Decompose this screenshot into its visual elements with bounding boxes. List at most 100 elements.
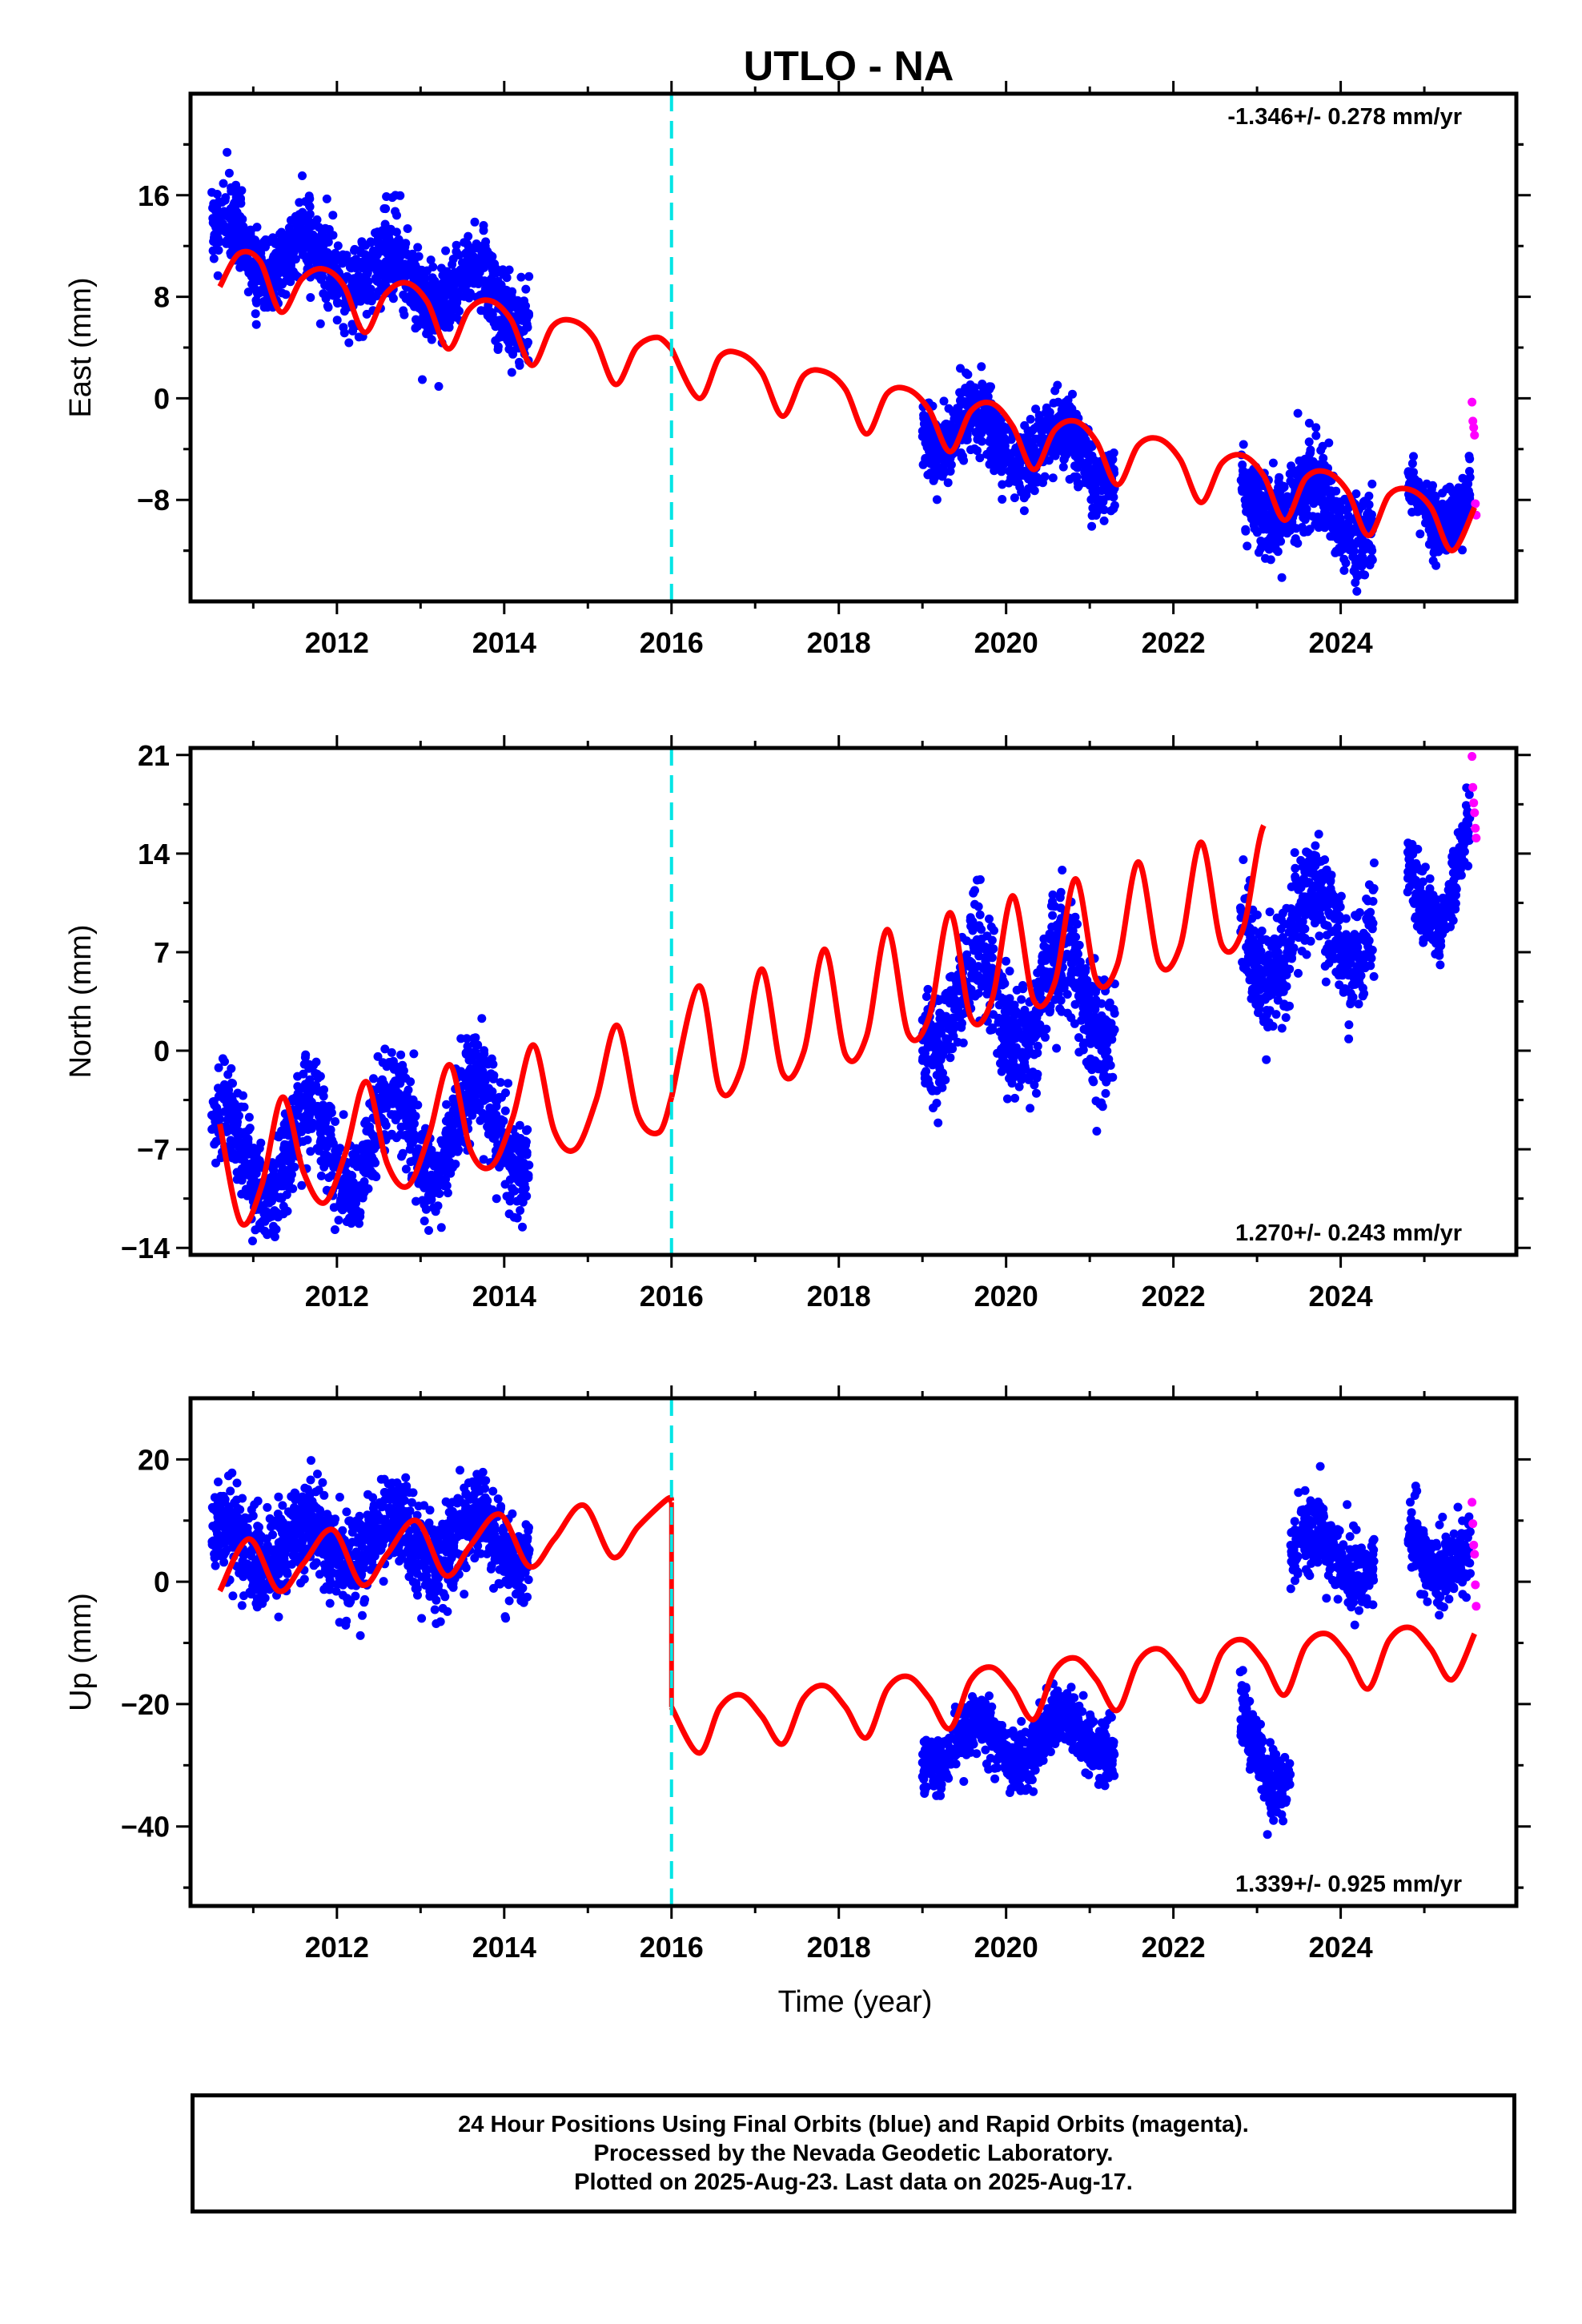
final-orbit-point bbox=[414, 1179, 424, 1188]
final-orbit-point bbox=[437, 1151, 447, 1160]
final-orbit-point bbox=[401, 1073, 411, 1083]
final-orbit-point bbox=[322, 194, 331, 203]
final-orbit-point bbox=[1359, 497, 1368, 507]
final-orbit-point bbox=[403, 224, 412, 233]
final-orbit-point bbox=[361, 259, 371, 268]
final-orbit-point bbox=[404, 1085, 413, 1095]
final-orbit-point bbox=[397, 1152, 406, 1161]
final-orbit-point bbox=[1105, 998, 1114, 1007]
final-orbit-point bbox=[305, 255, 315, 264]
final-orbit-point bbox=[296, 1100, 306, 1110]
final-orbit-point bbox=[1266, 555, 1275, 565]
rapid-orbit-point bbox=[1468, 397, 1477, 407]
final-orbit-point bbox=[251, 1159, 260, 1168]
final-orbit-point bbox=[433, 1201, 443, 1211]
final-orbit-point bbox=[441, 1175, 451, 1184]
final-orbit-point bbox=[1339, 554, 1349, 564]
final-orbit-point bbox=[405, 1144, 415, 1154]
final-orbit-point bbox=[319, 1112, 328, 1122]
final-orbit-point bbox=[977, 925, 986, 935]
final-orbit-point bbox=[1109, 448, 1118, 457]
final-orbit-point bbox=[516, 1134, 525, 1143]
final-orbit-point bbox=[968, 926, 978, 935]
final-orbit-point bbox=[942, 1011, 951, 1021]
final-orbit-point bbox=[970, 384, 979, 393]
final-orbit-point bbox=[997, 465, 1006, 475]
final-orbit-point bbox=[381, 247, 391, 256]
final-orbit-point bbox=[409, 1049, 419, 1059]
final-orbit-point bbox=[1097, 1011, 1106, 1020]
final-orbit-point bbox=[1099, 471, 1109, 480]
final-orbit-point bbox=[215, 1108, 223, 1117]
final-orbit-point bbox=[1320, 523, 1330, 533]
final-orbit-point bbox=[1407, 474, 1417, 483]
final-orbit-point bbox=[998, 451, 1007, 460]
final-orbit-point bbox=[251, 309, 260, 319]
final-orbit-point bbox=[329, 1203, 339, 1212]
final-orbit-point bbox=[473, 1105, 483, 1115]
final-orbit-point bbox=[424, 1226, 433, 1235]
final-orbit-point bbox=[500, 1106, 510, 1116]
final-orbit-point bbox=[1005, 1074, 1014, 1084]
final-orbit-point bbox=[985, 460, 994, 469]
final-orbit-point bbox=[1045, 1007, 1054, 1017]
final-orbit-point bbox=[1342, 505, 1351, 515]
final-orbit-point bbox=[355, 1181, 365, 1190]
final-orbit-point bbox=[493, 320, 503, 329]
final-orbit-point bbox=[355, 1208, 365, 1217]
final-orbit-point bbox=[326, 1131, 335, 1140]
final-orbit-point bbox=[298, 171, 307, 180]
final-orbit-point bbox=[943, 456, 953, 465]
final-orbit-point bbox=[322, 250, 331, 259]
final-orbit-point bbox=[366, 238, 375, 247]
final-orbit-point bbox=[1067, 404, 1077, 413]
final-orbit-point bbox=[307, 239, 317, 249]
x-tick-label: 2012 bbox=[305, 626, 369, 659]
final-orbit-point bbox=[488, 310, 497, 320]
final-orbit-point bbox=[488, 285, 497, 295]
final-orbit-point bbox=[210, 230, 219, 239]
final-orbit-point bbox=[445, 269, 455, 279]
final-orbit-point bbox=[1438, 489, 1447, 498]
final-orbit-point bbox=[923, 1058, 933, 1068]
final-orbit-point bbox=[1409, 452, 1418, 461]
final-orbit-point bbox=[343, 272, 352, 282]
final-orbit-point bbox=[959, 456, 969, 465]
final-orbit-point bbox=[255, 275, 264, 285]
final-orbit-point bbox=[476, 1116, 485, 1125]
final-orbit-point bbox=[465, 288, 475, 298]
final-orbit-point bbox=[214, 1063, 223, 1072]
final-orbit-point bbox=[1018, 1033, 1028, 1043]
final-orbit-point bbox=[1297, 523, 1307, 532]
final-orbit-point bbox=[392, 211, 401, 220]
final-orbit-point bbox=[1351, 569, 1361, 579]
plot-area bbox=[207, 752, 1481, 1246]
final-orbit-point bbox=[931, 457, 941, 467]
final-orbit-point bbox=[962, 368, 971, 378]
final-orbit-point bbox=[1351, 489, 1361, 499]
final-orbit-point bbox=[427, 1170, 436, 1180]
final-orbit-point bbox=[237, 186, 247, 195]
final-orbit-point bbox=[394, 270, 404, 279]
final-orbit-point bbox=[1048, 473, 1058, 483]
final-orbit-point bbox=[1241, 525, 1251, 534]
final-orbit-point bbox=[1030, 456, 1039, 465]
final-orbit-point bbox=[998, 495, 1007, 504]
final-orbit-point bbox=[1054, 397, 1063, 407]
final-orbit-point bbox=[928, 1086, 938, 1096]
final-orbit-point bbox=[251, 320, 261, 329]
final-orbit-point bbox=[923, 984, 933, 994]
final-orbit-point bbox=[334, 1216, 343, 1225]
final-orbit-point bbox=[396, 191, 405, 200]
final-orbit-point bbox=[952, 982, 962, 991]
final-orbit-point bbox=[497, 332, 507, 341]
final-orbit-point bbox=[1263, 497, 1272, 506]
final-orbit-point bbox=[385, 1088, 394, 1097]
final-orbit-point bbox=[1075, 995, 1085, 1005]
x-tick-label: 2014 bbox=[472, 626, 536, 659]
final-orbit-point bbox=[263, 1229, 272, 1239]
final-orbit-point bbox=[499, 1158, 508, 1168]
final-orbit-point bbox=[1108, 455, 1118, 464]
final-orbit-point bbox=[1095, 499, 1105, 509]
